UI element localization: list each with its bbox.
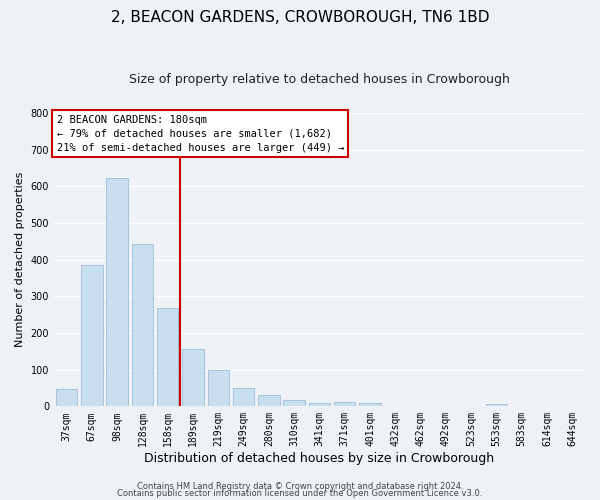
Bar [359,402,381,406]
Bar [81,265,103,406]
Text: 2 BEACON GARDENS: 180sqm
← 79% of detached houses are smaller (1,682)
21% of sem: 2 BEACON GARDENS: 180sqm ← 79% of detach… [56,114,344,152]
X-axis label: Distribution of detached houses by size in Crowborough: Distribution of detached houses by size … [145,452,494,465]
Bar [233,388,254,406]
Bar [334,402,355,406]
Bar [157,308,178,406]
Text: Contains HM Land Registry data © Crown copyright and database right 2024.: Contains HM Land Registry data © Crown c… [137,482,463,491]
Text: 2, BEACON GARDENS, CROWBOROUGH, TN6 1BD: 2, BEACON GARDENS, CROWBOROUGH, TN6 1BD [111,10,489,25]
Bar [131,244,153,406]
Title: Size of property relative to detached houses in Crowborough: Size of property relative to detached ho… [129,72,510,86]
Bar [182,349,204,406]
Bar [258,396,280,406]
Bar [56,388,77,406]
Bar [283,400,305,406]
Y-axis label: Number of detached properties: Number of detached properties [15,172,25,348]
Text: Contains public sector information licensed under the Open Government Licence v3: Contains public sector information licen… [118,490,482,498]
Bar [106,178,128,406]
Bar [486,404,507,406]
Bar [309,402,330,406]
Bar [208,370,229,406]
